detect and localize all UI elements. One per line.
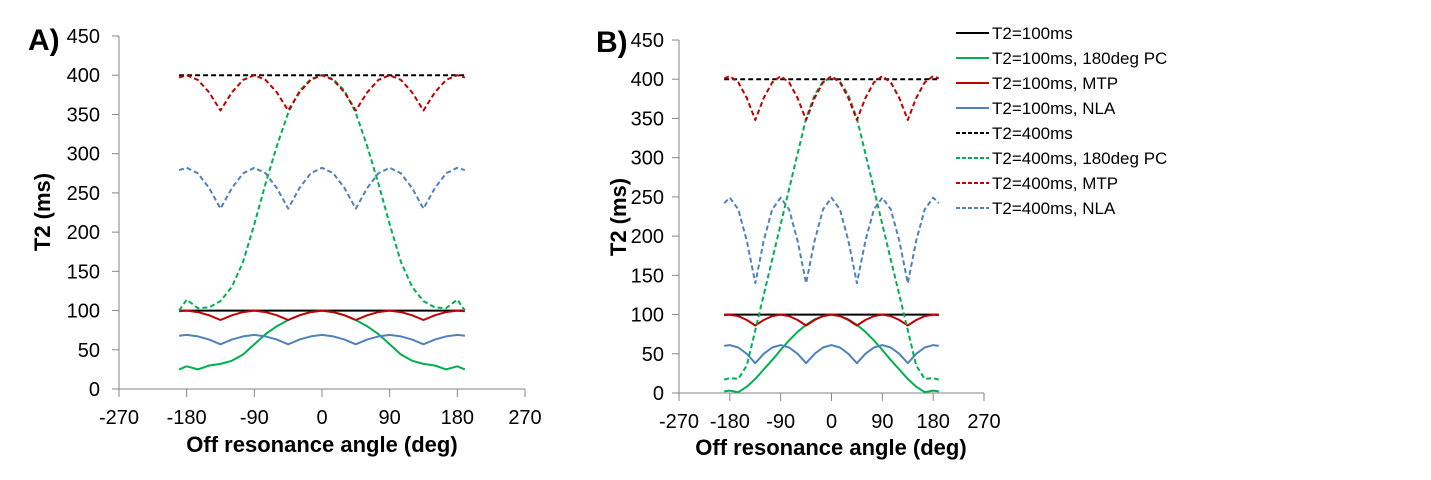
y-tick-label: 400 [67, 65, 100, 87]
series-line-t2-400ms-nla [723, 196, 940, 285]
panel-label: A) [28, 24, 60, 57]
y-tick-label: 200 [67, 222, 100, 244]
x-tick-label: 90 [379, 407, 401, 429]
y-tick-label: 100 [631, 305, 664, 327]
legend: T2=100ms T2=100ms, 180deg PC T2=100ms, MTP… [956, 24, 1167, 218]
x-tick-label: 0 [316, 407, 327, 429]
x-tick-label: 180 [441, 407, 474, 429]
series-line-t2-100ms-mtp [724, 313, 939, 327]
legend-label: T2=400ms [992, 124, 1073, 143]
x-tick-label: -270 [99, 407, 139, 429]
y-tick-label: 450 [67, 26, 100, 48]
y-axis-title: T2 (ms) [30, 173, 55, 251]
legend-label: T2=400ms, 180deg PC [992, 149, 1167, 168]
y-tick-label: 300 [631, 148, 664, 170]
legend-label: T2=400ms, NLA [992, 199, 1116, 218]
legend-label: T2=100ms, 180deg PC [992, 49, 1167, 68]
series-line-t2-400ms-180deg-pc [723, 76, 940, 381]
y-tick-label: 350 [631, 108, 664, 130]
y-tick-label: 50 [642, 344, 664, 366]
chart-panel-b: 0 50 100 150 200 250 300 350 400 450 -270 -180 -90 0 9… [596, 26, 1001, 460]
y-tick-label: 450 [631, 30, 664, 52]
series-line-t2-100ms-nla [178, 333, 466, 346]
x-tick-label: 270 [508, 407, 541, 429]
x-tick-label: -90 [766, 411, 795, 433]
y-tick-label: 250 [631, 187, 664, 209]
x-tick-label: 0 [826, 411, 837, 433]
legend-label: T2=100ms, NLA [992, 99, 1116, 118]
x-tick-label: -90 [240, 407, 269, 429]
y-tick-label: 200 [631, 226, 664, 248]
x-axis-title: Off resonance angle (deg) [186, 432, 457, 457]
legend-label: T2=100ms, MTP [992, 74, 1118, 93]
series-line-t2-100ms-180deg-pc [724, 313, 939, 394]
legend-label: T2=400ms, MTP [992, 174, 1118, 193]
series-line-t2-400ms-nla [178, 166, 466, 210]
legend-label: T2=100ms [992, 24, 1073, 43]
x-tick-label: 270 [967, 411, 1000, 433]
y-tick-label: 300 [67, 144, 100, 166]
y-tick-label: 50 [78, 340, 100, 362]
x-tick-label: -180 [710, 411, 750, 433]
series-line-t2-100ms-nla [724, 344, 939, 365]
y-tick-label: 0 [89, 379, 100, 401]
chart-panel-a: 0 50 100 150 200 250 300 350 400 450 -270 -180 -90 0 9… [28, 24, 542, 457]
y-tick-label: 150 [67, 261, 100, 283]
series-line-t2-400ms-mtp [723, 75, 940, 121]
y-tick-label: 150 [631, 265, 664, 287]
y-tick-label: 0 [653, 383, 664, 405]
series-line-t2-100ms-mtp [179, 309, 465, 321]
x-axis-title: Off resonance angle (deg) [695, 435, 966, 460]
series-line-t2-400ms-180deg-pc [178, 74, 466, 312]
panel-label: B) [596, 26, 628, 59]
y-tick-label: 400 [631, 69, 664, 91]
series-line-t2-400ms-mtp [178, 74, 466, 112]
x-tick-label: 180 [916, 411, 949, 433]
y-tick-label: 350 [67, 104, 100, 126]
y-axis-title: T2 (ms) [606, 178, 631, 256]
x-tick-label: -180 [167, 407, 207, 429]
y-tick-label: 250 [67, 183, 100, 205]
x-tick-label: -270 [659, 411, 699, 433]
x-tick-label: 90 [871, 411, 893, 433]
y-tick-label: 100 [67, 301, 100, 323]
